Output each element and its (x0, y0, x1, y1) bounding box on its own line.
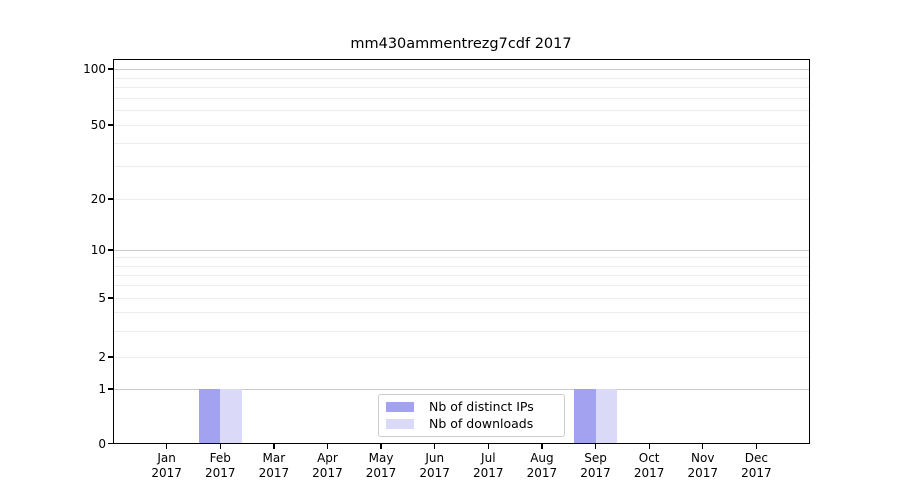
y-tick (107, 124, 113, 126)
y-gridline-minor (113, 265, 810, 267)
plot-area (113, 59, 810, 444)
y-tick-label: 1 (98, 382, 106, 396)
x-tick (487, 443, 489, 449)
y-tick (107, 356, 113, 358)
x-tick-label-year: 2017 (580, 466, 611, 480)
x-tick-label-month: Apr (317, 451, 338, 465)
y-tick (107, 198, 113, 200)
y-gridline-minor (113, 166, 810, 168)
y-tick-label: 10 (90, 243, 106, 257)
y-gridline-minor (113, 312, 810, 314)
x-tick-label: Oct 2017 (619, 451, 679, 481)
legend-swatch-downloads (386, 419, 414, 429)
legend-swatch-distinct-ips (386, 402, 414, 412)
x-tick-label: Feb 2017 (190, 451, 250, 481)
x-tick-label-month: Oct (638, 451, 660, 465)
x-tick-label: Nov 2017 (673, 451, 733, 481)
x-tick-label-year: 2017 (204, 466, 236, 480)
y-tick-label: 50 (90, 118, 106, 132)
x-tick (594, 443, 597, 449)
x-tick-label-year: 2017 (312, 466, 343, 480)
x-tick-label: Sep 2017 (566, 451, 626, 481)
x-tick-label-month: Jan (157, 451, 176, 465)
bar-downloads-feb-2017 (220, 389, 242, 444)
x-tick-label: May 2017 (351, 451, 411, 481)
y-tick (107, 388, 113, 390)
y-gridline-minor (113, 274, 810, 276)
x-tick (219, 443, 221, 449)
x-tick-label-year: 2017 (741, 466, 772, 480)
y-tick-label: 5 (98, 291, 106, 305)
x-tick (648, 443, 650, 449)
bar-downloads-sep-2017 (595, 389, 618, 444)
y-tick-label: 2 (98, 350, 106, 364)
y-gridline-minor (113, 330, 810, 332)
y-gridline-minor (113, 97, 810, 99)
x-tick-label-month: Aug (530, 451, 554, 465)
x-tick-label: Jun 2017 (405, 451, 465, 481)
x-tick (380, 443, 382, 449)
bar-distinct-ips-feb-2017 (198, 389, 221, 444)
x-tick-label-year: 2017 (526, 466, 558, 480)
y-tick (107, 68, 113, 70)
x-tick-label: Apr 2017 (297, 451, 357, 481)
legend-label-distinct-ips: Nb of distinct IPs (429, 399, 534, 414)
x-tick (755, 443, 758, 449)
legend: Nb of distinct IPs Nb of downloads (378, 394, 565, 437)
y-gridline-light (113, 199, 810, 200)
x-tick-label-month: May (368, 451, 394, 465)
x-tick-label-year: 2017 (687, 466, 719, 480)
y-gridline-minor (113, 87, 810, 88)
y-gridline-light (113, 125, 810, 126)
y-gridline-minor (113, 257, 810, 259)
x-tick-label-year: 2017 (258, 466, 290, 480)
y-gridline-minor (113, 110, 810, 112)
x-tick-label: Jul 2017 (458, 451, 518, 481)
x-tick-label-month: Nov (691, 451, 715, 465)
x-tick-label-month: Jun (425, 451, 445, 465)
y-tick (107, 297, 113, 299)
y-gridline-minor (113, 285, 810, 287)
y-gridline-major (113, 69, 810, 70)
x-tick (702, 443, 704, 449)
x-tick-label: Jan 2017 (137, 451, 197, 481)
chart-title: mm430ammentrezg7cdf 2017 (350, 36, 572, 52)
x-tick-label-year: 2017 (365, 466, 397, 480)
x-tick-label-month: Dec (744, 451, 768, 465)
x-tick-label: Aug 2017 (512, 451, 572, 481)
y-gridline-light (113, 298, 810, 299)
y-gridline-major (113, 250, 810, 251)
y-tick (107, 442, 113, 445)
y-gridline-light (113, 357, 810, 358)
y-gridline-minor (113, 77, 810, 79)
x-tick (434, 443, 436, 449)
x-tick-label: Dec 2017 (726, 451, 786, 481)
y-gridline-minor (113, 143, 810, 144)
x-tick-label-month: Jul (481, 451, 496, 465)
x-tick-label-year: 2017 (419, 466, 450, 480)
x-tick-label-month: Sep (584, 451, 607, 465)
x-tick-label-year: 2017 (633, 466, 665, 480)
legend-label-downloads: Nb of downloads (429, 416, 534, 431)
x-tick-label-year: 2017 (473, 466, 504, 480)
y-tick-label: 100 (83, 62, 106, 76)
y-gridline-major (113, 389, 810, 390)
x-tick (541, 443, 543, 449)
y-tick-label: 20 (90, 192, 106, 206)
x-tick-label: Mar 2017 (244, 451, 304, 481)
bar-distinct-ips-sep-2017 (574, 389, 596, 444)
x-tick-label-year: 2017 (151, 466, 182, 480)
x-tick (273, 443, 275, 449)
y-tick-label: 0 (98, 436, 106, 451)
x-tick (326, 443, 329, 449)
x-tick-label-month: Feb (209, 451, 231, 465)
y-tick (107, 249, 113, 251)
x-tick-label-month: Mar (262, 451, 286, 465)
x-tick (166, 443, 168, 449)
